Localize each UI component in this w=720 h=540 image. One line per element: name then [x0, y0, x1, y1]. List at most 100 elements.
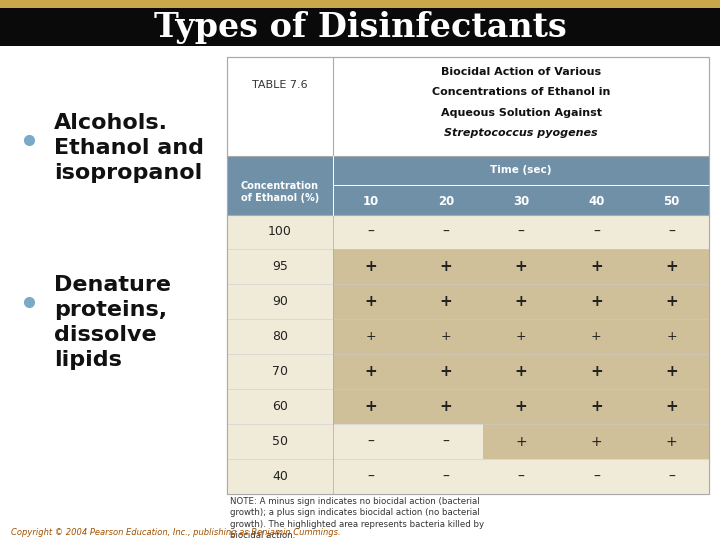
- Text: +: +: [590, 294, 603, 309]
- Bar: [634, 354, 709, 389]
- Text: 40: 40: [272, 470, 288, 483]
- Text: +: +: [515, 259, 528, 274]
- Text: 90: 90: [272, 295, 288, 308]
- Text: +: +: [515, 294, 528, 309]
- Text: +: +: [665, 399, 678, 414]
- Text: +: +: [439, 399, 452, 414]
- Text: Denature
proteins,
dissolve
lipids: Denature proteins, dissolve lipids: [54, 275, 171, 370]
- Text: –: –: [593, 470, 600, 484]
- Bar: [483, 354, 559, 389]
- Bar: [634, 249, 709, 285]
- Text: NOTE: A minus sign indicates no biocidal action (bacterial
growth); a plus sign : NOTE: A minus sign indicates no biocidal…: [230, 497, 485, 540]
- Text: TABLE 7.6: TABLE 7.6: [252, 80, 307, 90]
- Text: Biocidal Action of Various: Biocidal Action of Various: [441, 66, 601, 77]
- Text: +: +: [364, 399, 377, 414]
- Bar: [634, 319, 709, 354]
- Bar: [333, 389, 408, 424]
- Text: 20: 20: [438, 195, 454, 208]
- Text: 30: 30: [513, 195, 529, 208]
- Bar: [483, 249, 559, 285]
- Bar: [559, 389, 634, 424]
- Bar: [333, 354, 408, 389]
- Bar: [227, 214, 709, 249]
- Bar: [408, 285, 483, 319]
- Bar: [0, 8, 720, 46]
- Text: –: –: [367, 470, 374, 484]
- Text: –: –: [518, 225, 524, 239]
- Text: +: +: [439, 294, 452, 309]
- Bar: [408, 249, 483, 285]
- Text: +: +: [515, 399, 528, 414]
- Text: –: –: [367, 225, 374, 239]
- Bar: [333, 249, 408, 285]
- Text: +: +: [516, 330, 526, 343]
- Text: +: +: [516, 435, 527, 449]
- Bar: [408, 389, 483, 424]
- Text: 60: 60: [272, 400, 288, 413]
- Text: –: –: [442, 470, 449, 484]
- Text: 50: 50: [272, 435, 288, 448]
- Bar: [559, 424, 634, 459]
- Bar: [227, 389, 709, 424]
- Bar: [333, 319, 408, 354]
- Bar: [559, 285, 634, 319]
- Text: 10: 10: [362, 195, 379, 208]
- Bar: [408, 354, 483, 389]
- Text: +: +: [439, 364, 452, 379]
- Bar: [227, 156, 709, 214]
- Text: 70: 70: [272, 365, 288, 379]
- Text: +: +: [665, 364, 678, 379]
- Text: –: –: [518, 470, 524, 484]
- Text: +: +: [666, 435, 678, 449]
- Text: +: +: [590, 399, 603, 414]
- Text: +: +: [665, 259, 678, 274]
- Text: Time (sec): Time (sec): [490, 165, 552, 176]
- Text: Streptococcus pyogenes: Streptococcus pyogenes: [444, 128, 598, 138]
- Text: +: +: [364, 364, 377, 379]
- Text: +: +: [364, 259, 377, 274]
- Bar: [634, 424, 709, 459]
- Text: Alcohols.
Ethanol and
isopropanol: Alcohols. Ethanol and isopropanol: [54, 113, 204, 183]
- Bar: [483, 389, 559, 424]
- Bar: [227, 57, 709, 494]
- Text: +: +: [364, 294, 377, 309]
- Bar: [227, 249, 709, 285]
- Text: Concentrations of Ethanol in: Concentrations of Ethanol in: [432, 87, 611, 97]
- Bar: [227, 459, 709, 494]
- Bar: [227, 319, 709, 354]
- Bar: [483, 319, 559, 354]
- Text: Concentration
of Ethanol (%): Concentration of Ethanol (%): [240, 181, 319, 203]
- Bar: [227, 354, 709, 389]
- Text: Types of Disinfectants: Types of Disinfectants: [153, 10, 567, 44]
- Text: +: +: [590, 364, 603, 379]
- Text: 100: 100: [268, 226, 292, 239]
- Text: +: +: [441, 330, 451, 343]
- Text: +: +: [439, 259, 452, 274]
- Text: +: +: [591, 330, 602, 343]
- Text: +: +: [665, 294, 678, 309]
- Text: –: –: [367, 435, 374, 449]
- Bar: [483, 285, 559, 319]
- Bar: [483, 424, 559, 459]
- Text: –: –: [442, 225, 449, 239]
- Text: Copyright © 2004 Pearson Education, Inc., publishing as Benjamin Cummings.: Copyright © 2004 Pearson Education, Inc.…: [11, 529, 341, 537]
- Bar: [559, 319, 634, 354]
- Bar: [227, 57, 709, 494]
- Text: 80: 80: [272, 330, 288, 343]
- Bar: [227, 424, 709, 459]
- Text: +: +: [666, 330, 677, 343]
- Bar: [634, 285, 709, 319]
- Bar: [634, 389, 709, 424]
- Text: –: –: [668, 225, 675, 239]
- Text: +: +: [590, 435, 602, 449]
- Bar: [559, 249, 634, 285]
- Bar: [333, 285, 408, 319]
- Text: +: +: [590, 259, 603, 274]
- Bar: [559, 354, 634, 389]
- Bar: [0, 0, 720, 8]
- Text: +: +: [365, 330, 376, 343]
- Text: +: +: [515, 364, 528, 379]
- Text: 95: 95: [272, 260, 288, 273]
- Text: Aqueous Solution Against: Aqueous Solution Against: [441, 107, 602, 118]
- Bar: [227, 285, 709, 319]
